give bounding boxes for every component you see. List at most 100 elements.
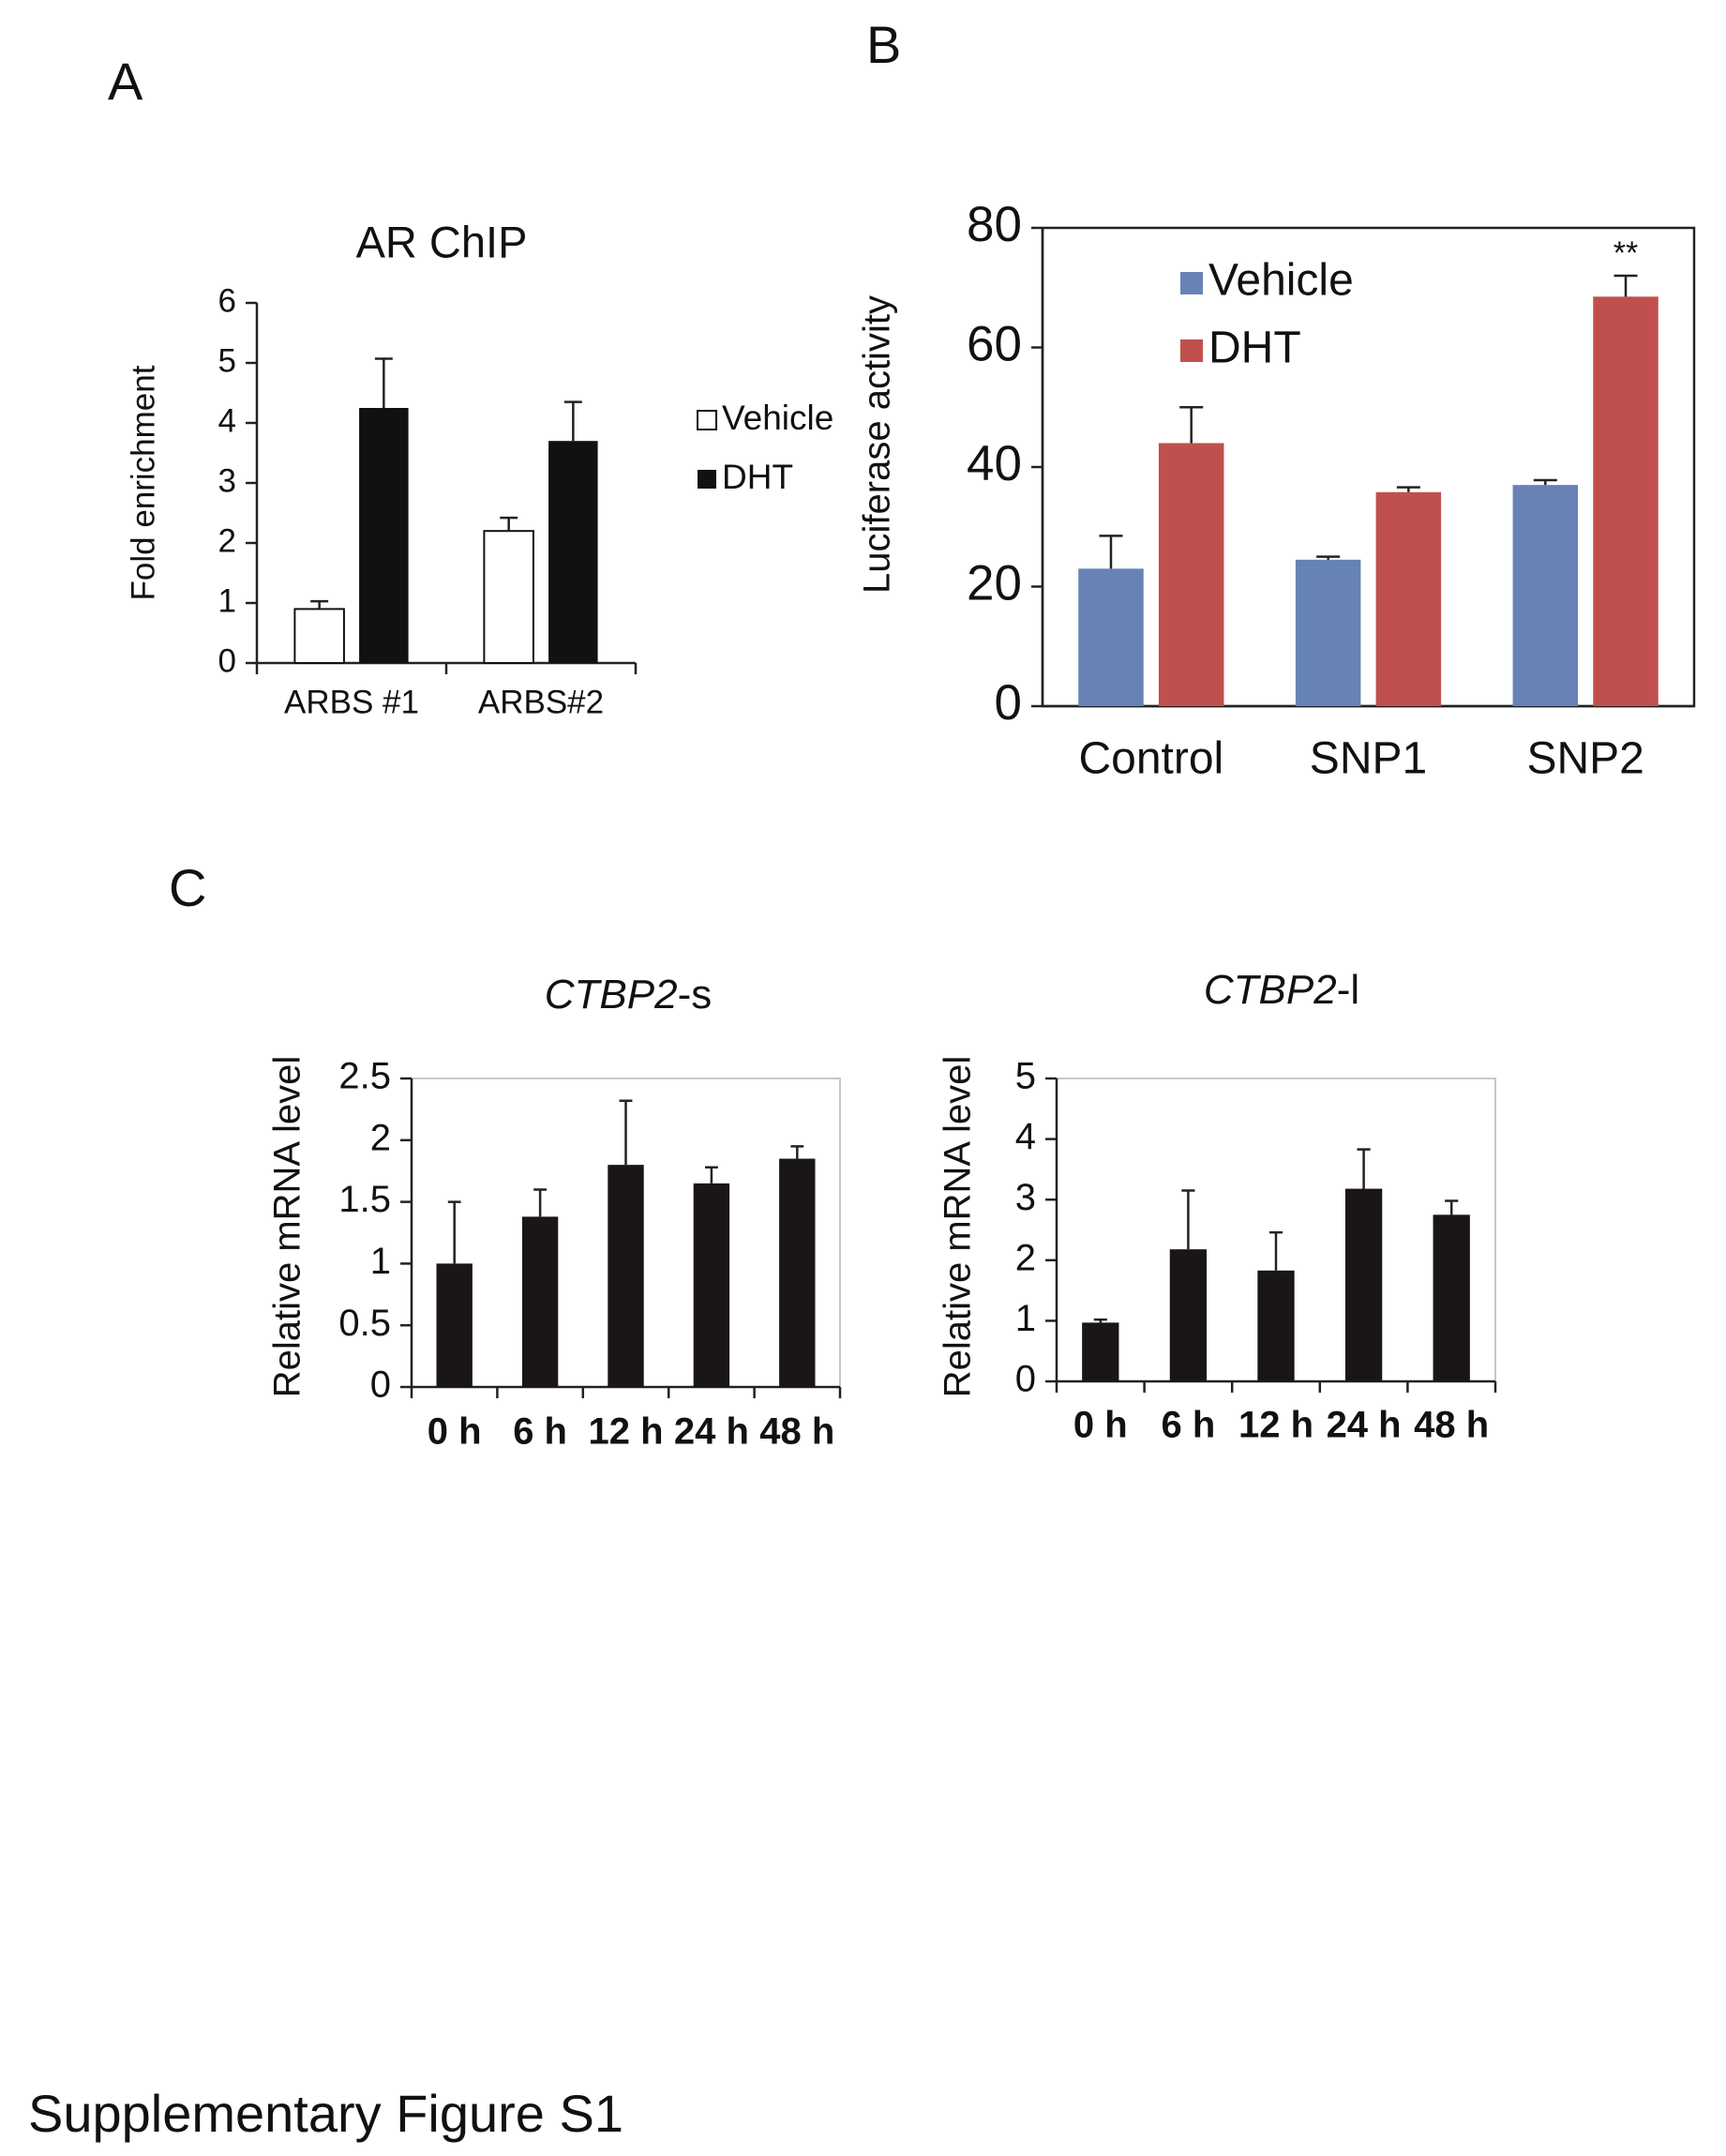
error-bar — [1613, 274, 1638, 297]
bar — [1512, 485, 1579, 706]
title-suffix: -s — [678, 972, 713, 1018]
annotation: ** — [1613, 235, 1638, 271]
bar — [1295, 559, 1361, 706]
x-tick-label: 6 h — [513, 1411, 567, 1453]
bar — [1078, 568, 1144, 706]
bar — [1257, 1270, 1295, 1381]
title-suffix: -l — [1337, 967, 1359, 1013]
error-bar — [619, 1099, 633, 1166]
y-tick-label: 3 — [1015, 1177, 1036, 1218]
bar — [548, 441, 598, 663]
legend-label: Vehicle — [1208, 256, 1354, 306]
y-tick-label: 80 — [967, 197, 1022, 252]
error-bar — [1093, 1318, 1107, 1323]
y-tick-label: 0 — [370, 1364, 391, 1406]
error-bar — [1099, 535, 1123, 569]
error-bar — [533, 1188, 548, 1217]
bar — [521, 1216, 559, 1387]
x-tick-label: ARBS #1 — [284, 684, 419, 720]
x-tick-label: ARBS#2 — [478, 684, 604, 720]
y-tick-label: 2 — [370, 1117, 391, 1158]
bar — [693, 1183, 730, 1387]
error-bar — [1268, 1230, 1283, 1271]
x-tick-label: 24 h — [674, 1411, 749, 1453]
error-bar — [563, 400, 582, 442]
y-tick-label: 6 — [218, 282, 236, 319]
plot-frame — [412, 1078, 841, 1387]
y-tick-label: 20 — [967, 556, 1022, 611]
y-axis-label: Relative mRNA level — [267, 1056, 308, 1398]
panel-label: B — [866, 15, 901, 74]
x-tick-label: 0 h — [428, 1411, 482, 1453]
legend-label: DHT — [1208, 324, 1301, 373]
error-bar — [1533, 478, 1557, 486]
legend-label: DHT — [722, 458, 793, 496]
y-tick-label: 0 — [995, 675, 1022, 731]
bar — [1169, 1249, 1208, 1381]
bar — [436, 1263, 473, 1387]
y-tick-label: 2 — [218, 522, 236, 559]
chart-title: CTBP2-s — [545, 972, 712, 1018]
error-bar — [1316, 555, 1341, 560]
legend-swatch — [697, 410, 717, 430]
error-bar — [374, 357, 393, 408]
title-gene: CTBP2 — [545, 972, 678, 1018]
y-tick-label: 5 — [1015, 1056, 1036, 1097]
error-bar — [447, 1200, 461, 1264]
y-axis-label: Relative mRNA level — [938, 1056, 979, 1398]
y-tick-label: 4 — [218, 402, 236, 439]
x-tick-label: SNP1 — [1310, 734, 1427, 784]
x-tick-label: 24 h — [1327, 1405, 1402, 1446]
error-bar — [1179, 406, 1204, 444]
y-tick-label: 0.5 — [338, 1303, 391, 1344]
y-axis-label: Luciferase activity — [857, 295, 898, 594]
bar — [1593, 296, 1658, 706]
y-tick-label: 2.5 — [338, 1056, 391, 1097]
bar — [1344, 1188, 1383, 1381]
title-gene: CTBP2 — [1204, 967, 1337, 1013]
chart-title: CTBP2-l — [1204, 967, 1359, 1013]
error-bar — [500, 516, 518, 532]
legend-swatch — [1180, 272, 1203, 294]
plot-frame — [1057, 1078, 1496, 1381]
y-tick-label: 5 — [218, 342, 236, 379]
legend-swatch — [698, 470, 716, 489]
bar — [293, 608, 345, 665]
x-tick-label: 48 h — [1414, 1405, 1489, 1446]
legend-swatch — [1180, 339, 1203, 362]
bar — [1433, 1214, 1470, 1381]
error-bar — [1181, 1189, 1195, 1250]
y-tick-label: 0 — [1015, 1359, 1036, 1400]
x-tick-label: 12 h — [1238, 1405, 1313, 1446]
y-tick-label: 1 — [218, 582, 236, 619]
x-tick-label: 0 h — [1073, 1405, 1128, 1446]
caption: Supplementary Figure S1 — [28, 2084, 623, 2143]
error-bar — [1445, 1199, 1459, 1215]
x-tick-label: 12 h — [588, 1411, 663, 1453]
y-tick-label: 0 — [218, 642, 236, 679]
bar — [359, 408, 409, 663]
y-tick-label: 4 — [1015, 1116, 1036, 1157]
x-tick-label: Control — [1078, 734, 1223, 784]
y-tick-label: 1 — [1015, 1298, 1036, 1339]
bar — [1375, 491, 1442, 706]
bar — [608, 1165, 644, 1387]
chart-title: AR ChIP — [356, 217, 528, 266]
x-tick-label: SNP2 — [1526, 734, 1643, 784]
panel-label: C — [169, 858, 206, 917]
bar — [779, 1158, 816, 1387]
panel-label: A — [108, 52, 143, 111]
x-tick-label: 48 h — [759, 1411, 834, 1453]
y-tick-label: 40 — [967, 436, 1022, 491]
error-bar — [704, 1166, 718, 1184]
error-bar — [790, 1145, 804, 1159]
y-tick-label: 60 — [967, 317, 1022, 372]
y-tick-label: 1.5 — [338, 1179, 391, 1220]
error-bar — [1396, 486, 1420, 492]
bar — [483, 530, 534, 665]
y-tick-label: 3 — [218, 462, 236, 499]
y-tick-label: 1 — [370, 1241, 391, 1282]
error-bar — [310, 599, 329, 610]
bar — [1158, 443, 1224, 706]
